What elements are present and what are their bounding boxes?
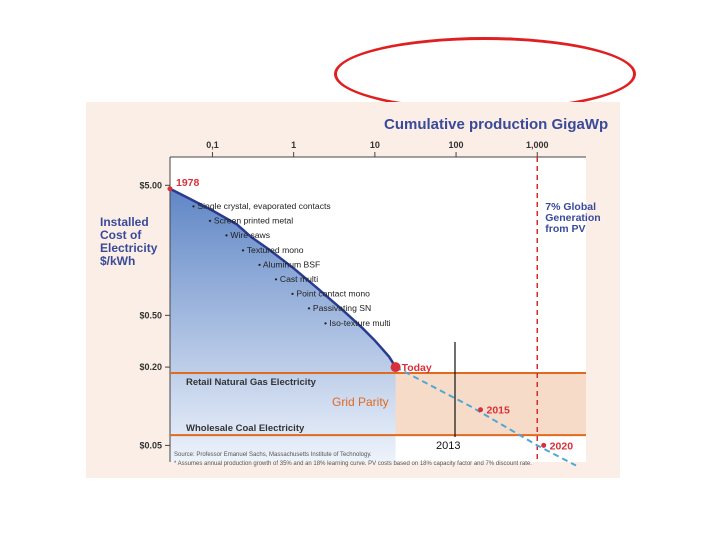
milestone-label: • Single crystal, evaporated contacts: [192, 201, 331, 211]
x-tick-label: 1: [291, 140, 296, 150]
red-highlight-oval: [334, 37, 636, 111]
point-label: 2020: [550, 440, 574, 452]
projected-cost-line: [395, 366, 577, 467]
global-generation-label-line: Generation: [545, 212, 600, 224]
wholesale-coal-label: Wholesale Coal Electricity: [186, 423, 305, 434]
y-tick-label: $0.50: [139, 310, 162, 320]
y-tick-label: $0.05: [139, 440, 162, 450]
source-line-2: * Assumes annual production growth of 35…: [174, 461, 532, 467]
point-label: 2015: [487, 405, 511, 417]
chart-panel: Cumulative production GigaWp 0,1 1 10 100 1,…: [86, 102, 620, 478]
y-axis-label-line: Cost of: [100, 228, 142, 242]
grid-parity-label: Grid Parity: [332, 395, 389, 409]
x-tick-label: 0,1: [206, 140, 219, 150]
milestone-label: • Passivating SN: [308, 303, 372, 313]
x-tick-label: 10: [370, 140, 380, 150]
point-marker: [541, 442, 547, 448]
point-marker: [167, 186, 173, 192]
global-generation-label-line: 7% Global: [545, 201, 596, 213]
milestone-label: • Aluminum BSF: [258, 259, 320, 269]
y-axis-label-line: Electricity: [100, 241, 158, 255]
year-2013-label: 2013: [436, 440, 460, 452]
retail-gas-label: Retail Natural Gas Electricity: [186, 377, 317, 388]
milestone-label: • Wire saws: [225, 230, 270, 240]
point-marker: [478, 407, 484, 413]
point-marker: [390, 362, 401, 373]
y-tick-label: $5.00: [139, 180, 162, 190]
point-label: 1978: [176, 177, 200, 189]
y-tick-label: $0.20: [139, 362, 162, 372]
y-axis-label-line: $/kWh: [100, 254, 135, 268]
x-tick-label: 100: [449, 140, 464, 150]
point-label: Today: [402, 362, 432, 374]
global-generation-label-line: from PV: [545, 223, 585, 235]
milestone-label: • Textured mono: [242, 245, 304, 255]
x-tick-label: 1,000: [526, 140, 549, 150]
source-line-1: Source: Professor Emanuel Sachs, Massach…: [174, 452, 372, 458]
y-axis-label-line: Installed: [100, 215, 149, 229]
cost-area: [170, 188, 396, 462]
milestone-label: • Cast multi: [275, 274, 319, 284]
milestone-label: • Screen printed metal: [209, 216, 294, 226]
milestone-label: • Point contact mono: [291, 289, 370, 299]
milestone-label: • Iso-texture multi: [324, 318, 391, 328]
chart-title: Cumulative production GigaWp: [384, 116, 608, 133]
pv-cost-chart: Cumulative production GigaWp 0,1 1 10 100 1,…: [100, 116, 608, 467]
historical-cost-line: [169, 187, 397, 368]
